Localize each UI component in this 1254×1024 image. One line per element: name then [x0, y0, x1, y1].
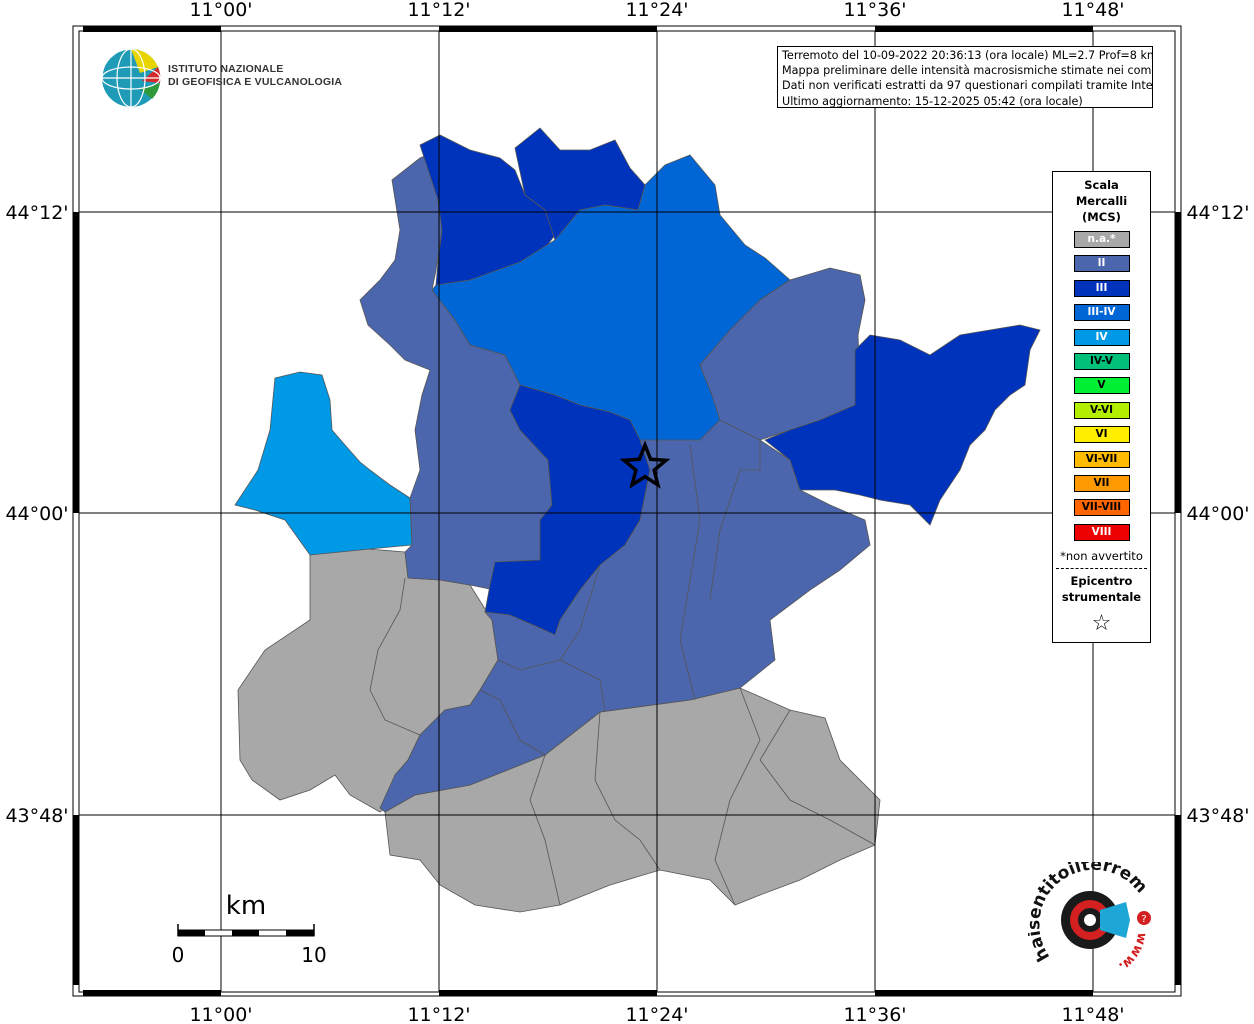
epicenter-label-line: strumentale	[1061, 589, 1142, 604]
lat-label: 44°00'	[5, 503, 68, 525]
ingv-logo	[101, 48, 161, 108]
lon-labels-bottom: 11°00' 11°12' 11°24' 11°36' 11°48'	[189, 1004, 1124, 1024]
area-iii-east[interactable]	[764, 324, 1041, 526]
lat-label: 44°12'	[5, 202, 68, 224]
event-info-box: Terremoto del 10-09-2022 20:36:13 (ora l…	[777, 46, 1153, 108]
event-info-line: Mappa preliminare delle intensità macros…	[782, 64, 1153, 78]
epicenter-label-line: Epicentro	[1070, 573, 1133, 588]
legend-swatch: III-IV	[1073, 304, 1130, 322]
scale-min: 0	[172, 943, 185, 967]
area-ii-southwest[interactable]	[379, 689, 546, 813]
map-frame	[72, 25, 1182, 997]
institute-name: ISTITUTO NAZIONALE DI GEOFISICA E VULCAN…	[168, 63, 342, 89]
lat-label: 43°48'	[5, 805, 68, 827]
legend-swatch: VII-VIII	[1073, 499, 1130, 517]
legend-swatch: VI-VII	[1073, 450, 1130, 468]
svg-text:?: ?	[1141, 914, 1146, 925]
legend-swatch: IV	[1073, 328, 1130, 346]
lat-labels-left: 44°12' 44°00' 43°48'	[5, 202, 68, 827]
lon-label: 11°48'	[1061, 1004, 1124, 1024]
lon-label: 11°00'	[189, 0, 252, 21]
legend-separator	[1056, 567, 1147, 569]
graticule	[79, 31, 1175, 992]
legend-swatch: VI	[1073, 426, 1130, 444]
scale-unit: km	[226, 891, 266, 921]
legend-swatch: VII	[1073, 474, 1130, 492]
legend-title: Scala Mercalli (MCS)	[1053, 177, 1150, 225]
hsit-logo: haisentitoilterremoto.it www. ?	[1028, 862, 1151, 974]
legend-swatch: III	[1073, 279, 1130, 297]
legend-swatch: VIII	[1073, 523, 1130, 541]
legend-title-line: Mercalli	[1075, 194, 1128, 208]
mcs-legend: Scala Mercalli (MCS) n.a.* II III III-IV IV I…	[1052, 171, 1151, 643]
legend-swatch: II	[1073, 255, 1130, 273]
legend-title-line: (MCS)	[1082, 210, 1121, 224]
hsit-www: www.	[1116, 931, 1150, 974]
legend-title-line: Scala	[1084, 178, 1119, 192]
institute-line1: ISTITUTO NAZIONALE	[168, 63, 284, 75]
legend-note: *non avvertito	[1060, 548, 1143, 563]
institute-line2: DI GEOFISICA E VULCANOLOGIA	[168, 76, 343, 88]
lon-label: 11°24'	[625, 1004, 688, 1024]
epicenter-star-icon[interactable]	[619, 440, 671, 489]
lon-label: 11°12'	[407, 1004, 470, 1024]
lon-label: 11°12'	[407, 0, 470, 21]
svg-text:www.: www.	[1116, 931, 1150, 974]
lon-label: 11°48'	[1061, 0, 1124, 21]
lat-label: 43°48'	[1186, 805, 1249, 827]
legend-swatch: V	[1073, 377, 1130, 395]
municipality-areas	[234, 127, 1041, 913]
event-info-line: Ultimo aggiornamento: 15-12-2025 05:42 (…	[782, 94, 1083, 108]
event-info-line: Terremoto del 10-09-2022 20:36:13 (ora l…	[782, 49, 1153, 62]
event-info-line: Dati non verificati estratti da 97 quest…	[782, 79, 1153, 93]
lat-label: 44°12'	[1186, 202, 1249, 224]
scale-max: 10	[301, 943, 326, 967]
epicenter-legend-label: Epicentro strumentale	[1053, 573, 1150, 605]
lon-label: 11°00'	[189, 1004, 252, 1024]
lat-labels-right: 44°12' 44°00' 43°48'	[1186, 202, 1249, 827]
legend-swatch: n.a.*	[1073, 231, 1130, 248]
lon-label: 11°36'	[843, 1004, 906, 1024]
lon-labels-top: 11°00' 11°12' 11°24' 11°36' 11°48'	[189, 0, 1124, 21]
legend-swatch: IV-V	[1073, 352, 1130, 370]
scale-bar: km 0 10	[172, 891, 327, 967]
lat-label: 44°00'	[1186, 503, 1249, 525]
lon-label: 11°36'	[843, 0, 906, 21]
legend-items: n.a.* II III III-IV IV IV-V V V-VI VI VI-VII VII VI…	[1053, 231, 1150, 541]
area-iv-west[interactable]	[234, 371, 413, 556]
lon-label: 11°24'	[625, 0, 688, 21]
epicenter-legend-star-icon: ☆	[1091, 610, 1112, 636]
legend-swatch: V-VI	[1073, 401, 1130, 419]
